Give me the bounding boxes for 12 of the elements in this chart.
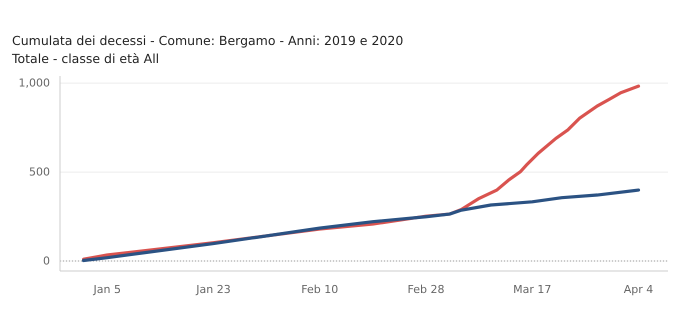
x-tick-label: Apr 4: [624, 282, 654, 296]
line-series: [82, 188, 640, 262]
chart-subtitle: Totale - classe di età All: [11, 51, 160, 66]
x-tick-label: Jan 5: [92, 282, 121, 296]
y-tick-label: 500: [29, 166, 50, 179]
y-tick-label: 1,000: [18, 76, 50, 90]
x-tick-label: Feb 28: [407, 282, 444, 296]
chart-title: Cumulata dei decessi - Comune: Bergamo - Anni: 2019 e 2020: [12, 33, 404, 48]
x-tick-label: Feb 10: [301, 282, 338, 296]
x-tick-label: Jan 23: [195, 282, 231, 296]
y-tick-label: 0: [43, 254, 50, 268]
x-tick-label: Mar 17: [513, 282, 552, 296]
